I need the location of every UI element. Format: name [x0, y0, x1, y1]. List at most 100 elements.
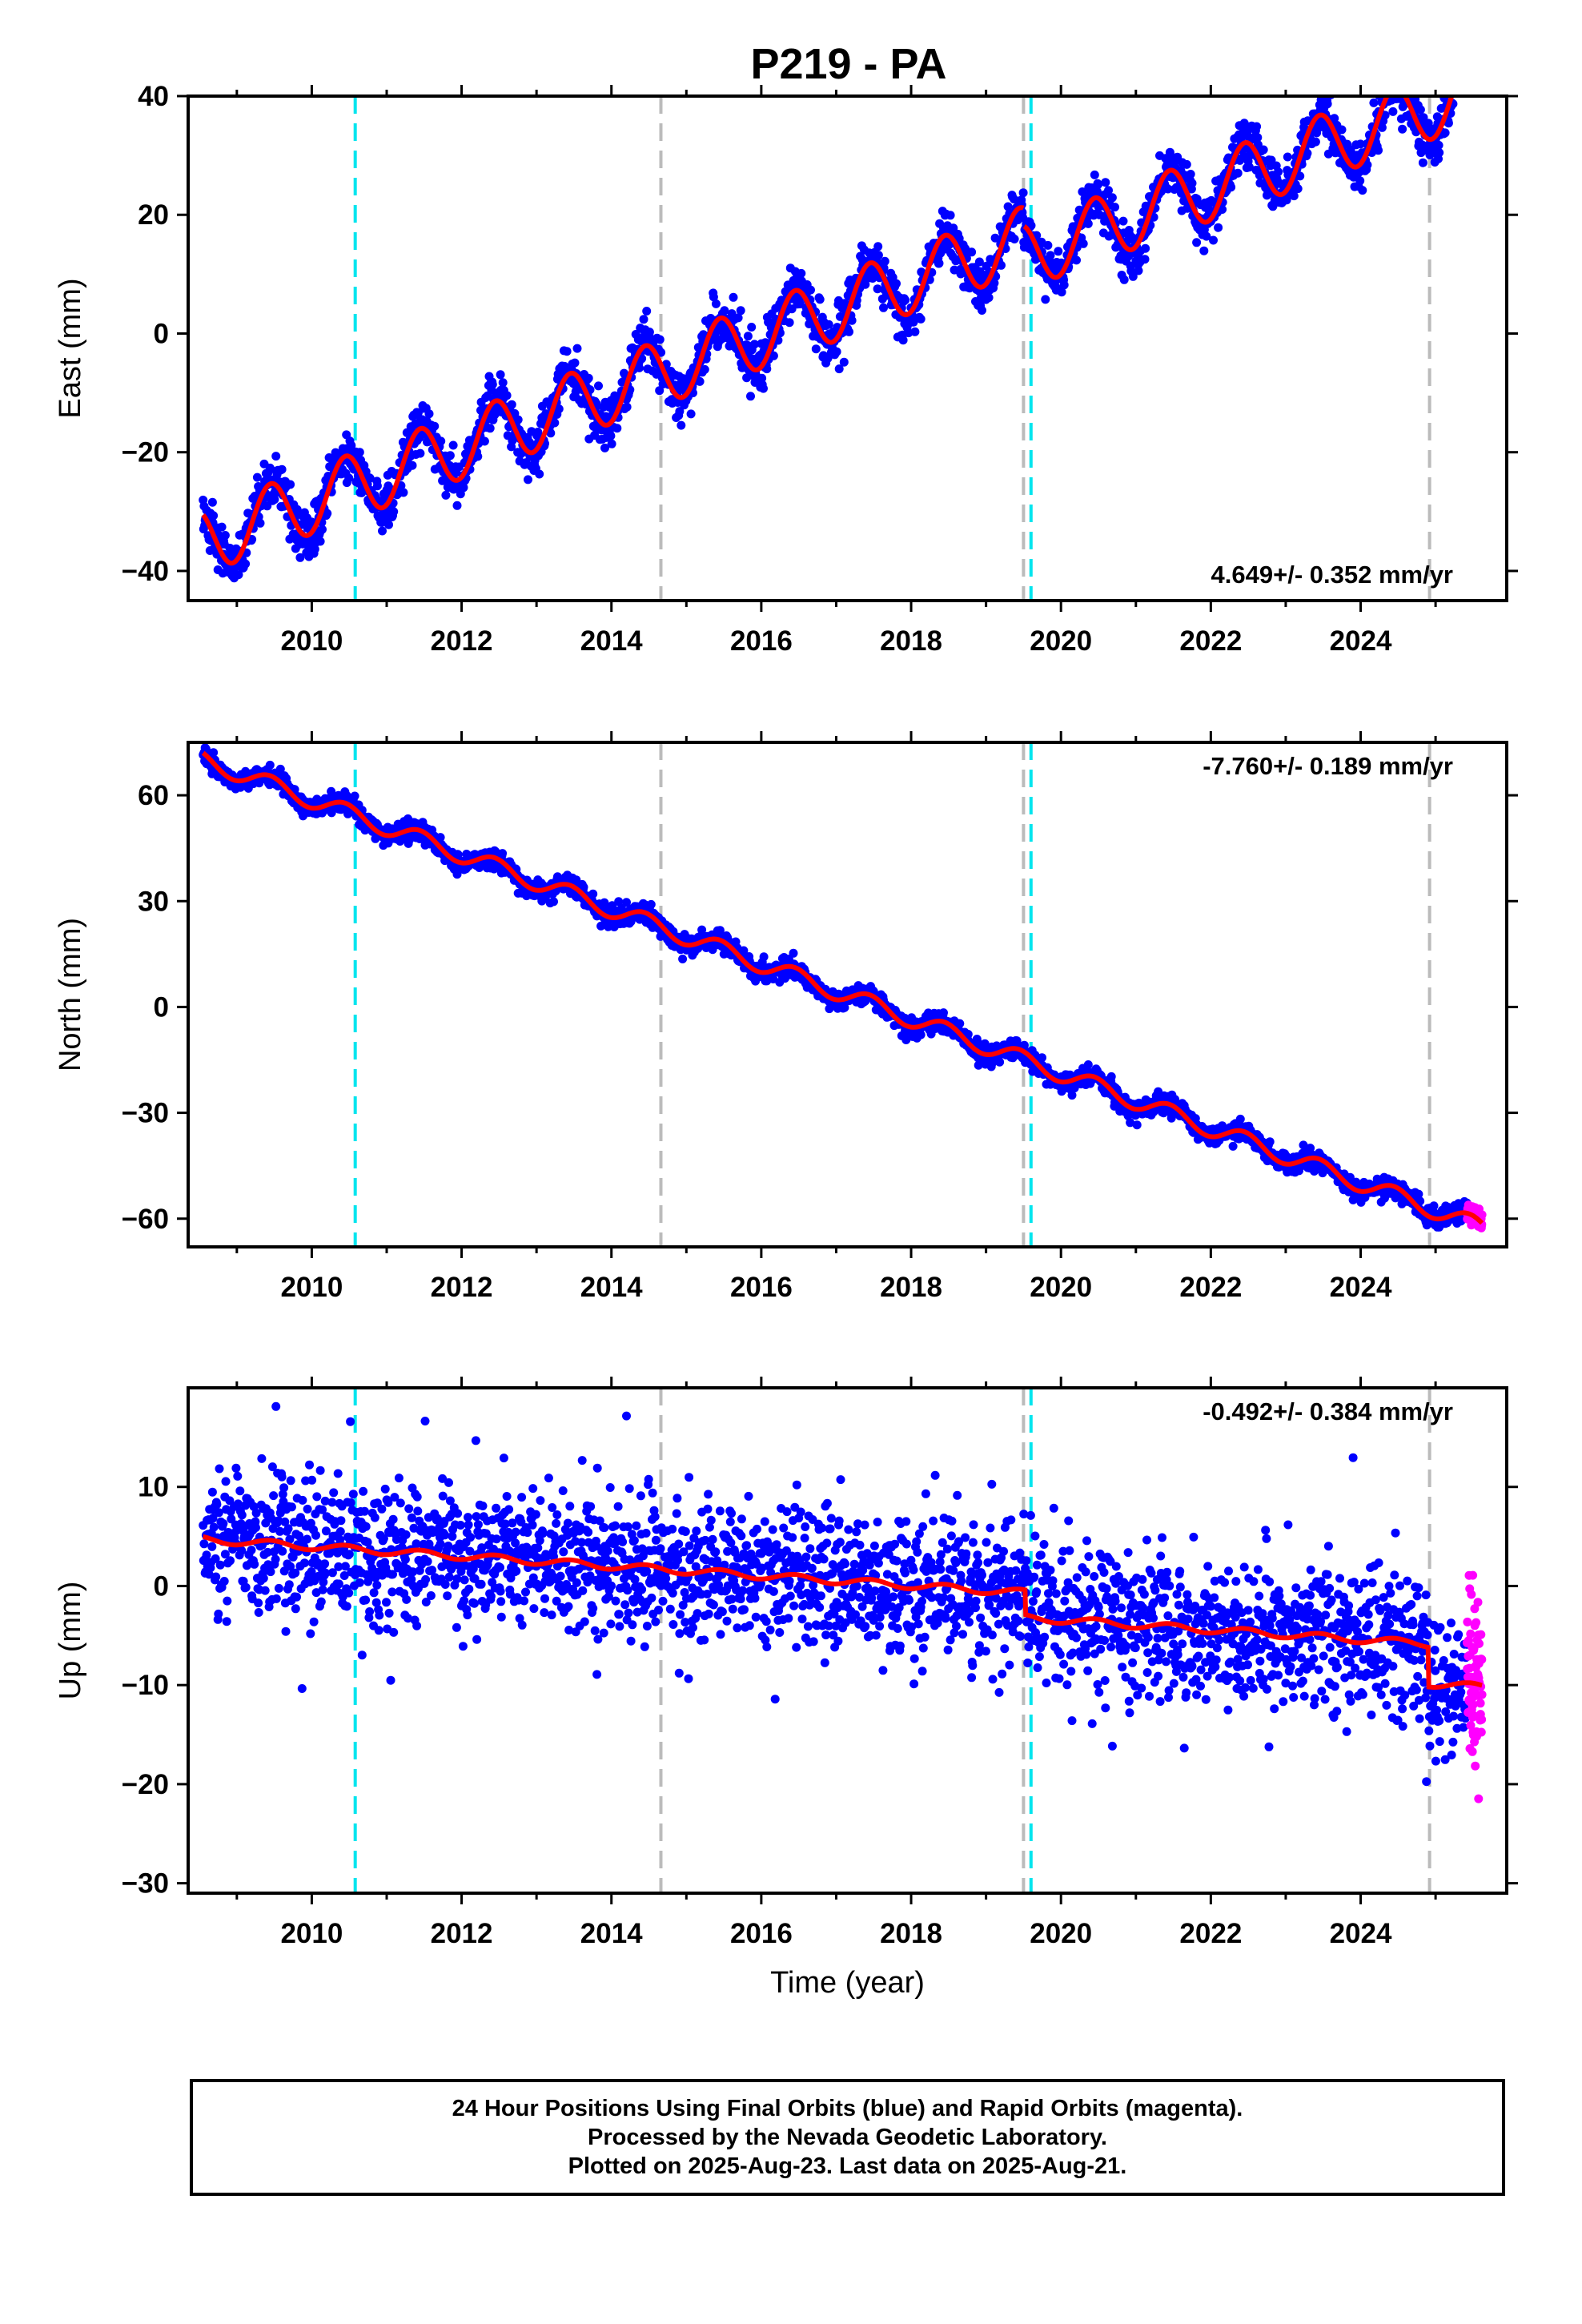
data-point-east-final	[1118, 216, 1128, 226]
data-point-east-final	[785, 318, 794, 328]
data-point-east-final	[978, 306, 986, 315]
x-tick-label-east: 2020	[1030, 625, 1092, 657]
data-point-east-final	[824, 320, 833, 329]
data-point-east-final	[480, 436, 489, 446]
data-point-north-final	[436, 833, 445, 842]
data-point-east-final	[1209, 235, 1218, 245]
data-point-east-final	[1182, 159, 1191, 169]
data-point-east-final	[562, 347, 572, 356]
data-point-east-rapid	[1466, 44, 1475, 53]
data-point-east-final	[1452, 61, 1460, 70]
data-point-east-final	[384, 520, 393, 529]
data-point-north-final	[1235, 1114, 1245, 1124]
data-point-east-final	[1392, 85, 1401, 94]
data-point-east-final	[1274, 167, 1283, 177]
data-point-east-final	[892, 279, 901, 288]
data-point-east-rapid	[1468, 62, 1477, 70]
data-point-east-rapid	[1466, 50, 1475, 59]
data-point-east-final	[1094, 210, 1104, 219]
data-point-east-final	[1293, 184, 1303, 194]
data-point-east-rapid	[1471, 72, 1480, 81]
data-point-north-final	[1106, 1072, 1116, 1081]
data-point-east-final	[1018, 188, 1028, 198]
data-point-east-final	[1311, 137, 1320, 147]
data-point-east-final	[749, 340, 759, 349]
data-point-east-final	[1460, 75, 1469, 84]
data-point-east-final	[1460, 70, 1468, 78]
data-point-east-final	[1398, 124, 1407, 134]
x-tick-label-east: 2016	[730, 625, 793, 657]
data-point-east-final	[729, 292, 738, 302]
data-point-east-rapid	[1472, 64, 1480, 73]
data-point-east-final	[507, 400, 516, 409]
data-point-east-final	[372, 481, 382, 491]
x-tick-label-east: 2022	[1179, 625, 1242, 657]
data-point-north-final	[209, 748, 219, 758]
data-point-east-final	[252, 472, 262, 482]
data-point-east-final	[399, 488, 408, 497]
data-point-east-final	[709, 292, 718, 302]
data-point-east-final	[217, 522, 227, 532]
data-point-east-final	[1455, 50, 1464, 58]
data-point-east-rapid	[1466, 58, 1475, 67]
data-point-east-final	[686, 409, 696, 419]
y-tick-label-east: −40	[122, 556, 169, 587]
data-point-east-final	[934, 259, 944, 268]
figure-title: P219 - PA	[750, 40, 946, 88]
data-point-east-final	[997, 260, 1006, 270]
data-point-east-final	[1460, 70, 1469, 79]
data-point-east-final	[546, 428, 556, 438]
data-point-east-final	[1289, 191, 1299, 201]
data-point-east-rapid	[1463, 38, 1472, 46]
data-point-east-final	[1434, 140, 1443, 150]
data-point-north-final	[579, 883, 588, 892]
data-point-east-final	[1369, 98, 1379, 107]
data-point-north-final	[955, 1019, 965, 1028]
data-point-east-final	[839, 357, 849, 367]
data-point-east-final	[834, 364, 844, 374]
data-point-east-final	[389, 507, 399, 517]
data-point-east-final	[1355, 139, 1365, 149]
data-point-east-final	[1451, 86, 1460, 95]
data-point-east-rapid	[1474, 54, 1483, 62]
data-point-north-final	[697, 925, 707, 935]
data-point-east-final	[1054, 247, 1063, 256]
data-point-east-final	[1282, 195, 1291, 205]
data-point-east-final	[448, 440, 458, 450]
data-point-east-final	[1435, 148, 1444, 158]
x-tick-label-east: 2012	[431, 625, 493, 657]
data-point-east-final	[747, 323, 757, 332]
data-point-east-final	[1383, 85, 1391, 94]
data-point-east-final	[1303, 148, 1312, 158]
data-point-east-rapid	[1469, 39, 1478, 48]
data-point-east-final	[318, 525, 327, 534]
data-point-east-final	[1452, 66, 1461, 75]
data-point-north-final	[739, 946, 749, 955]
data-point-east-rapid	[1468, 64, 1477, 73]
y-axis-label-east: East (mm)	[54, 278, 87, 418]
data-point-east-final	[695, 376, 705, 386]
data-point-east-final	[644, 328, 654, 337]
data-point-east-final	[344, 473, 354, 483]
data-point-east-final	[1380, 111, 1390, 120]
data-point-east-final	[1389, 62, 1398, 71]
data-point-east-rapid	[1470, 54, 1479, 62]
data-point-east-final	[1458, 66, 1467, 74]
data-point-east-final	[485, 424, 495, 433]
data-point-east-final	[570, 358, 580, 368]
data-point-east-rapid	[1473, 22, 1482, 31]
data-point-east-final	[1330, 114, 1339, 123]
data-point-east-final	[1253, 133, 1263, 143]
data-point-east-final	[700, 364, 709, 374]
data-point-east-final	[677, 420, 686, 430]
rate-label-east: 4.649+/- 0.352 mm/yr	[1211, 561, 1453, 589]
data-point-east-rapid	[1472, 54, 1480, 62]
data-point-north-final	[1228, 1141, 1238, 1151]
data-point-east-rapid	[1467, 62, 1476, 70]
data-point-east-rapid	[1472, 64, 1480, 73]
data-point-east-final	[1107, 193, 1117, 203]
data-point-east-final	[1400, 77, 1409, 86]
data-point-east-final	[1418, 158, 1427, 167]
data-point-east-rapid	[1477, 58, 1486, 66]
data-point-east-final	[441, 490, 451, 500]
